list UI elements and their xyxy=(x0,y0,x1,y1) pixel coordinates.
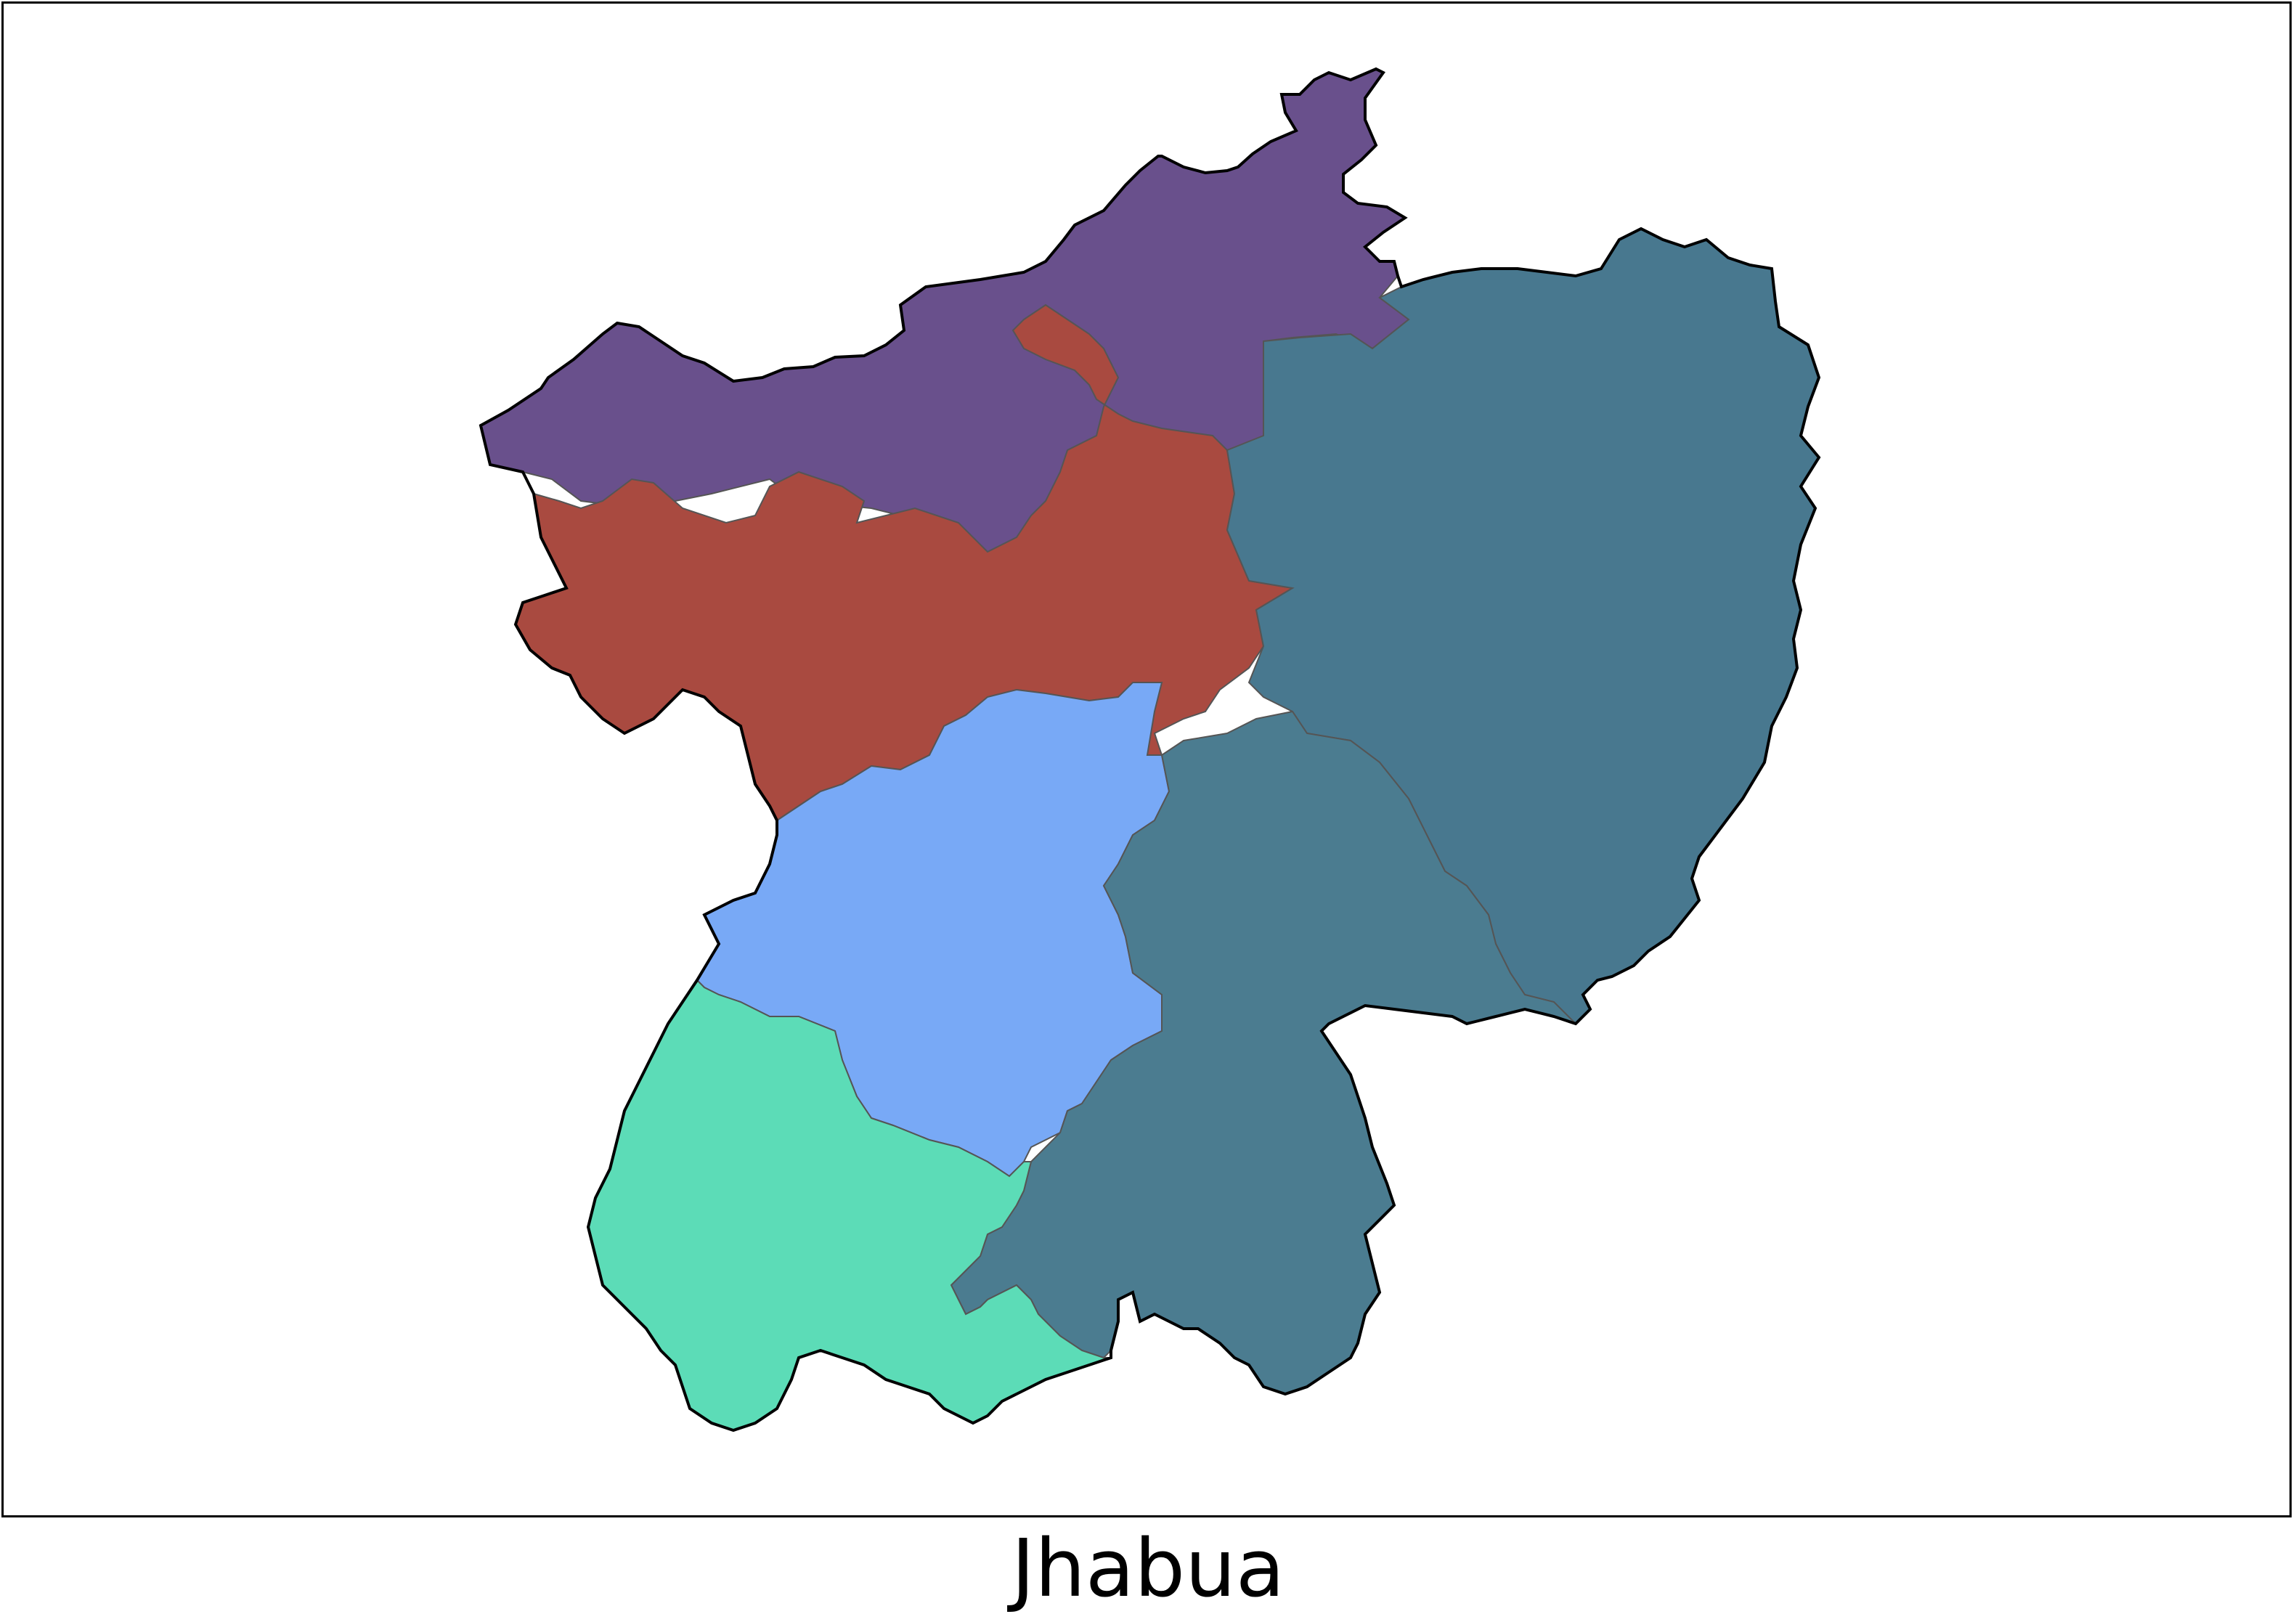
map-caption: Jhabua xyxy=(1011,1522,1285,1615)
district-outline xyxy=(479,67,1821,1433)
